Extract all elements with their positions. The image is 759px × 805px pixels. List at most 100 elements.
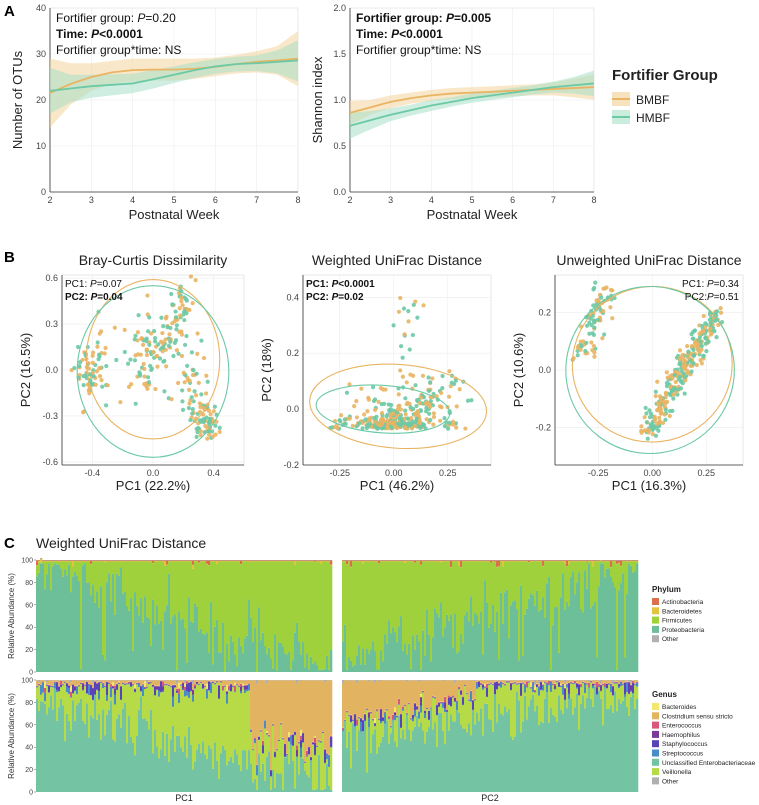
stack-segment (394, 561, 397, 633)
point-bmbf (431, 414, 437, 420)
stack-segment (408, 680, 411, 703)
stack-segment (60, 560, 63, 562)
stack-segment (92, 718, 95, 792)
stack-segment (174, 680, 177, 685)
point-bmbf (206, 408, 211, 413)
stack-segment (146, 720, 149, 792)
stack-segment (170, 624, 173, 672)
stack-segment (462, 680, 465, 697)
point-bmbf (164, 314, 169, 319)
stack-segment (360, 718, 363, 722)
stack-segment (436, 561, 439, 614)
p-value-annotation: Time: P<0.0001 (56, 27, 143, 41)
stack-segment (390, 727, 393, 734)
stack-segment (510, 680, 513, 683)
stack-segment (70, 686, 73, 692)
x-tick-label: 0.00 (385, 468, 403, 478)
point-bmbf (181, 370, 186, 375)
stack-segment (58, 560, 61, 562)
stack-segment (74, 560, 77, 562)
stack-segment (434, 560, 437, 562)
stack-segment (272, 680, 275, 724)
stack-segment (358, 718, 361, 731)
point-bmbf (695, 347, 701, 353)
stack-segment (184, 561, 187, 629)
stack-segment (256, 766, 259, 776)
stack-segment (228, 685, 231, 690)
stack-segment (46, 561, 49, 575)
stack-segment (504, 560, 507, 562)
stack-segment (376, 680, 379, 709)
point-bmbf (412, 423, 418, 428)
stack-segment (324, 668, 327, 672)
y-tick-label: 20 (36, 95, 46, 105)
stack-segment (554, 561, 557, 608)
stack-segment (308, 680, 311, 747)
stack-segment (88, 737, 91, 792)
stack-segment (238, 680, 241, 686)
stack-segment (466, 611, 469, 672)
stack-segment (394, 680, 397, 708)
stack-segment (130, 686, 133, 737)
stack-segment (256, 560, 259, 562)
stack-segment (356, 719, 359, 725)
stack-segment (172, 696, 175, 707)
point-hmbf (406, 308, 411, 314)
stack-segment (318, 741, 321, 755)
stack-segment (402, 561, 405, 651)
stack-segment (528, 682, 531, 707)
stack-segment (344, 680, 347, 720)
stack-segment (346, 747, 349, 792)
stack-segment (118, 683, 121, 715)
stack-segment (38, 682, 41, 684)
stack-segment (434, 680, 437, 697)
stack-segment (370, 680, 373, 712)
point-bmbf (592, 350, 597, 355)
stack-segment (186, 695, 189, 758)
stack-segment (606, 568, 609, 672)
stack-segment (188, 561, 191, 598)
stack-segment (416, 634, 419, 672)
p-value-annotation: PC2:P=0.51 (685, 292, 740, 303)
point-hmbf (169, 291, 174, 297)
stack-segment (70, 561, 73, 593)
stack-segment (576, 560, 579, 562)
stack-segment (276, 670, 279, 672)
stack-segment (402, 709, 405, 711)
stack-segment (148, 684, 151, 730)
stack-segment (520, 560, 523, 562)
stack-segment (248, 680, 251, 684)
stack-segment (582, 561, 585, 613)
stack-segment (150, 560, 153, 562)
point-bmbf (680, 352, 685, 357)
stack-segment (252, 561, 255, 643)
stack-segment (136, 680, 139, 683)
stack-segment (116, 680, 119, 684)
stack-segment (162, 561, 165, 650)
point-bmbf (187, 401, 192, 406)
stack-segment (86, 582, 89, 672)
stack-segment (318, 669, 321, 672)
stack-segment (198, 631, 201, 672)
stack-segment (456, 701, 459, 711)
stack-segment (74, 721, 77, 792)
stack-segment (256, 684, 259, 765)
stack-segment (196, 684, 199, 750)
stack-segment (314, 560, 317, 562)
stack-segment (440, 602, 443, 672)
stack-segment (114, 614, 117, 672)
point-hmbf (418, 425, 423, 431)
stack-segment (110, 561, 113, 602)
stack-segment (194, 686, 197, 688)
stack-segment (388, 716, 391, 719)
stack-segment (408, 643, 411, 672)
stack-segment (400, 560, 403, 562)
point-hmbf (593, 280, 598, 285)
point-hmbf (133, 401, 138, 406)
stack-segment (108, 573, 111, 672)
stack-segment (458, 561, 461, 566)
stack-segment (100, 739, 103, 792)
stack-segment (66, 561, 69, 576)
